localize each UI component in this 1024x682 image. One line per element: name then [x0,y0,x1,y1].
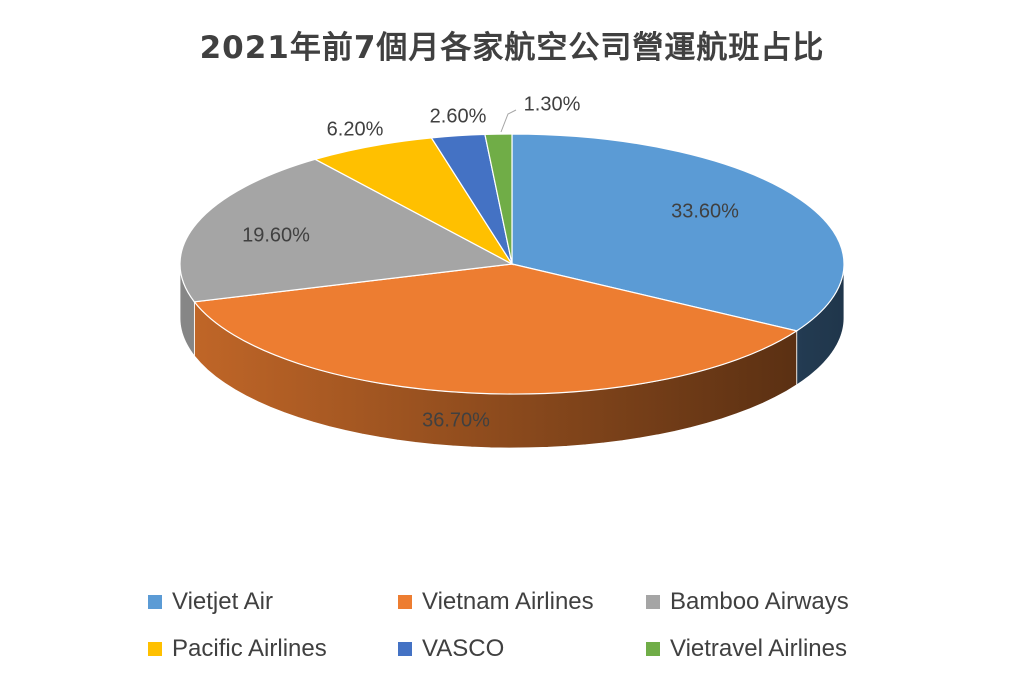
data-label-bamboo-airways: 19.60% [242,224,310,246]
data-label-pacific-airlines: 6.20% [327,118,384,140]
pie-slice-bamboo-airways [179,158,514,303]
leader-line [500,109,517,133]
pie-slice-pacific-airlines [313,137,514,266]
pie-labels: 33.60% 36.70% 19.60% 6.20% 2.60% 1.30% [242,93,739,431]
data-label-vietnam-airlines: 36.70% [422,409,490,431]
data-label-vietjet-air: 33.60% [671,200,739,222]
data-label-vietravel-airlines: 1.30% [524,93,581,115]
pie-top [179,133,845,395]
pie-slice-vietravel-airlines [484,133,513,265]
chart-title: 2021年前7個月各家航空公司營運航班占比 [199,30,825,66]
pie-slice-vietjet-air [511,133,845,332]
data-label-vasco: 2.60% [430,105,487,127]
pie-slice-vietnam-airlines [193,263,799,395]
